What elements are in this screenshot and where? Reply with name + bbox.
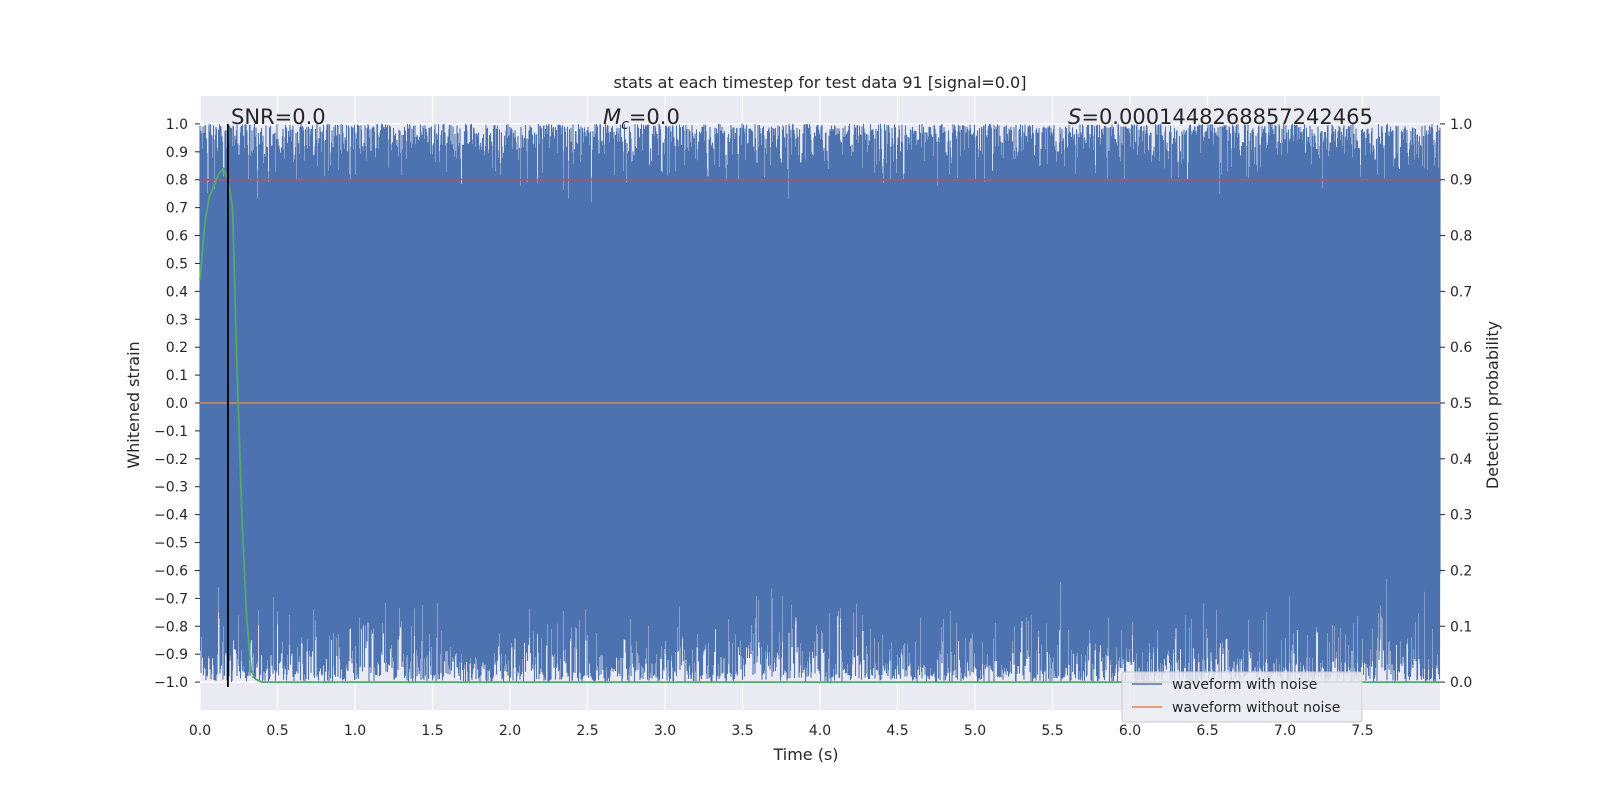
y-tick-label: 0.8: [166, 173, 188, 189]
x-tick-label: 3.5: [731, 723, 753, 739]
y2-tick-label: 0.6: [1450, 340, 1472, 356]
y2-tick-label: 0.7: [1450, 284, 1472, 300]
y-tick-label: −0.8: [154, 619, 188, 635]
y-tick-label: 1.0: [166, 117, 188, 133]
legend-label-noise: waveform with noise: [1172, 677, 1317, 693]
x-tick-label: 2.0: [499, 723, 521, 739]
y2-tick-label: 0.8: [1450, 229, 1472, 245]
annotation-2: S=0.0001448268857242465: [1068, 105, 1373, 129]
y-tick-label: −1.0: [154, 675, 188, 691]
x-tick-label: 0.0: [189, 723, 211, 739]
y-axis-label: Whitened strain: [124, 341, 143, 468]
y2-ticks: 1.0 0.9 0.8 0.7 0.6 0.5 0.4 0.3 0.2 0.1 0.0: [1440, 117, 1472, 691]
x-tick-label: 0.5: [266, 723, 288, 739]
annotation-1: Mc=0.0: [603, 105, 680, 133]
annotations: SNR=0.0 Mc=0.0 S=0.0001448268857242465: [231, 105, 1373, 133]
y-tick-label: 0.2: [166, 340, 188, 356]
y-tick-label: −0.2: [154, 452, 188, 468]
x-tick-label: 6.5: [1196, 723, 1218, 739]
legend-label-clean: waveform without noise: [1172, 700, 1340, 716]
y-tick-label: −0.5: [154, 536, 188, 552]
y2-tick-label: 1.0: [1450, 117, 1472, 133]
y-tick-label: −0.9: [154, 647, 188, 663]
x-tick-label: 2.5: [576, 723, 598, 739]
annotation-0: SNR=0.0: [231, 105, 326, 129]
y-tick-label: 0.6: [166, 229, 188, 245]
y-tick-label: 0.4: [166, 284, 188, 300]
y-tick-label: −0.3: [154, 480, 188, 496]
y-ticks: 1.0 0.9 0.8 0.7 0.6 0.5 0.4 0.3 0.2 0.1 0.0 −0.1 −0.…: [154, 117, 200, 691]
x-tick-label: 6.0: [1119, 723, 1141, 739]
y-tick-label: −0.6: [154, 563, 188, 579]
y-tick-label: −0.7: [154, 591, 188, 607]
y-tick-label: −0.1: [154, 424, 188, 440]
x-tick-label: 7.5: [1351, 723, 1373, 739]
x-tick-label: 4.5: [886, 723, 908, 739]
y2-tick-label: 0.2: [1450, 563, 1472, 579]
legend-box: [1121, 671, 1363, 723]
y2-tick-label: 0.4: [1450, 452, 1472, 468]
chart-title: stats at each timestep for test data 91 …: [614, 73, 1027, 92]
x-tick-label: 3.0: [654, 723, 676, 739]
x-axis-label: Time (s): [772, 745, 838, 764]
noise-fill: [200, 229, 1440, 557]
y-tick-label: −0.4: [154, 508, 188, 524]
y-tick-label: 0.3: [166, 312, 188, 328]
y2-tick-label: 0.9: [1450, 173, 1472, 189]
x-tick-label: 4.0: [809, 723, 831, 739]
y2-tick-label: 0.1: [1450, 619, 1472, 635]
x-tick-label: 1.5: [421, 723, 443, 739]
x-tick-label: 5.0: [964, 723, 986, 739]
y-tick-label: 0.0: [166, 396, 188, 412]
y-tick-label: 0.1: [166, 368, 188, 384]
detection-probability-line: [199, 166, 1440, 683]
y2-tick-label: 0.0: [1450, 675, 1472, 691]
y-tick-label: 0.5: [166, 256, 188, 272]
y-tick-label: 0.7: [166, 201, 188, 217]
y-tick-label: 0.9: [166, 145, 188, 161]
y2-tick-label: 0.3: [1450, 508, 1472, 524]
x-tick-label: 7.0: [1274, 723, 1296, 739]
legend: waveform with noise waveform without noi…: [1121, 671, 1363, 723]
y2-tick-label: 0.5: [1450, 396, 1472, 412]
waveform-with-noise-series: [199, 123, 1441, 683]
x-tick-label: 5.5: [1041, 723, 1063, 739]
x-tick-label: 1.0: [344, 723, 366, 739]
x-ticks: 0.0 0.5 1.0 1.5 2.0 2.5 3.0 3.5 4.0 4.5 5.0 5.5 6.0 6…: [189, 723, 1374, 739]
y2-axis-label: Detection probability: [1483, 321, 1502, 489]
